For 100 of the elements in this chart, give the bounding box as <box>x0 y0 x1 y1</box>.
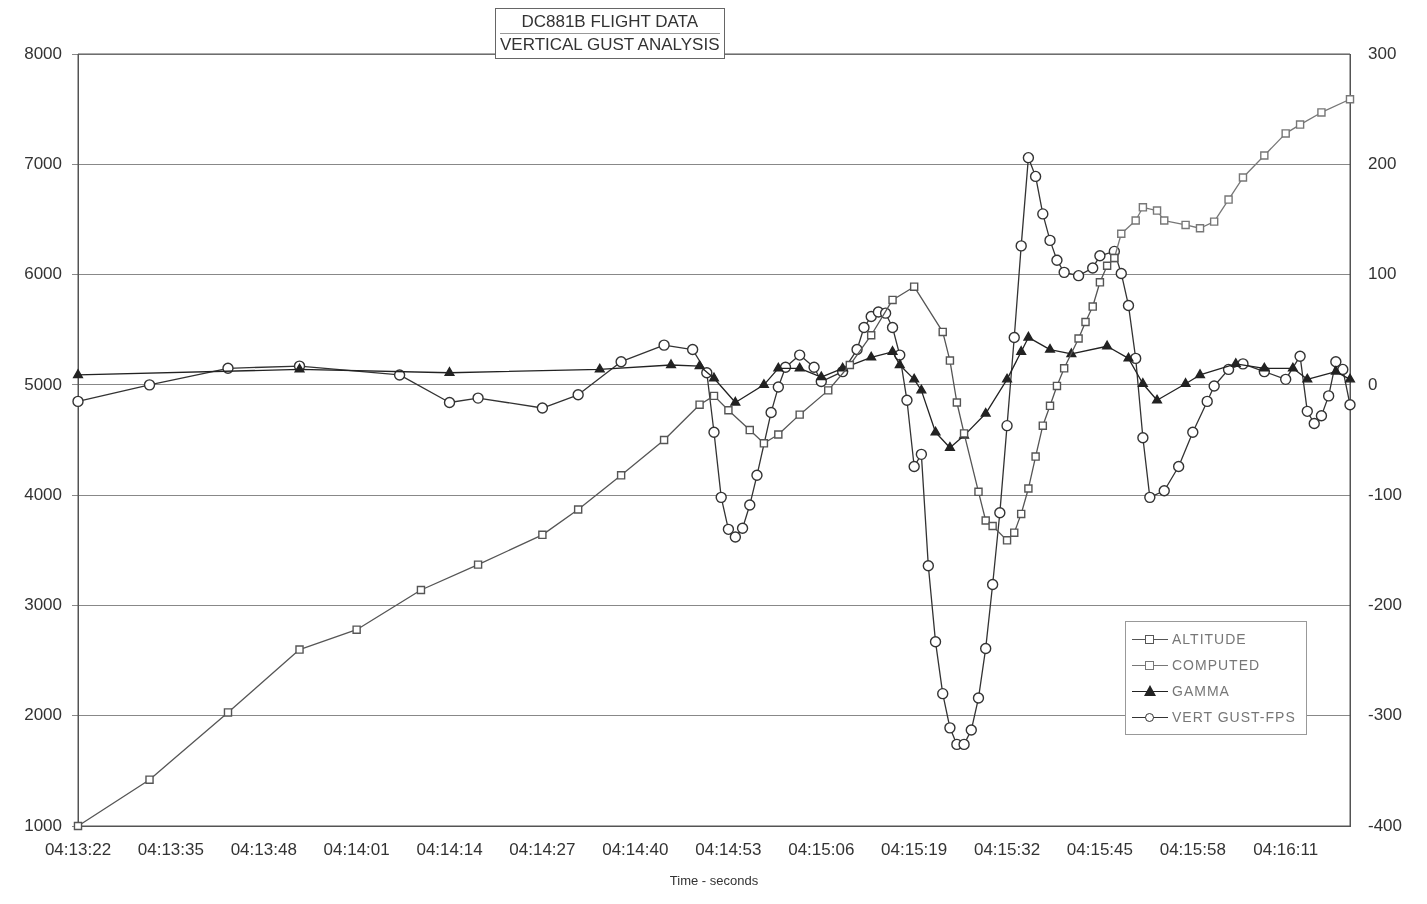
legend-label: GAMMA <box>1172 683 1230 699</box>
point <box>1209 217 1219 226</box>
point <box>1317 108 1326 117</box>
point <box>1059 364 1069 373</box>
point <box>666 359 677 369</box>
point <box>938 327 947 337</box>
point <box>1238 173 1248 182</box>
point <box>887 346 898 355</box>
x-axis-title: Time - seconds <box>669 872 759 888</box>
point <box>416 585 426 595</box>
legend-label: ALTITUDE <box>1172 631 1247 647</box>
point <box>295 645 304 654</box>
point <box>1045 401 1055 411</box>
point <box>616 471 626 480</box>
point <box>695 400 704 409</box>
x-tick-label: 04:13:48 <box>230 839 297 859</box>
point <box>694 360 705 370</box>
point <box>1152 206 1162 215</box>
point <box>1002 373 1013 383</box>
point <box>730 396 741 406</box>
point <box>1344 373 1356 383</box>
point <box>1088 302 1097 311</box>
y-tick-label: 5000 <box>24 374 62 394</box>
y-tick-label: 2000 <box>24 705 62 725</box>
point <box>573 505 583 514</box>
point <box>1024 484 1033 493</box>
point <box>1016 509 1026 519</box>
x-tick-label: 04:15:58 <box>1159 839 1226 859</box>
y2-tick-label: 300 <box>1368 43 1397 63</box>
point <box>1102 261 1112 270</box>
x-tick-label: 04:15:19 <box>881 839 948 859</box>
point <box>916 384 927 394</box>
point <box>981 516 990 525</box>
x-tick-label: 04:15:45 <box>1066 839 1134 859</box>
point <box>1224 195 1233 204</box>
point <box>1230 358 1241 368</box>
x-tick-label: 04:13:35 <box>137 839 204 859</box>
point <box>988 521 997 531</box>
point <box>1016 346 1027 355</box>
x-tick-label: 04:14:01 <box>323 839 390 859</box>
point <box>1194 369 1206 379</box>
point <box>73 821 83 831</box>
point <box>1052 381 1062 391</box>
y-tick-label: 1000 <box>24 815 62 835</box>
point <box>759 439 769 448</box>
point <box>837 362 848 372</box>
point <box>1330 365 1341 375</box>
point <box>930 426 941 436</box>
legend-label: VERT GUST-FPS <box>1172 709 1296 725</box>
point <box>909 373 920 383</box>
point <box>1152 394 1163 404</box>
y-tick-label: 4000 <box>24 484 62 504</box>
y2-tick-label: -300 <box>1368 705 1403 725</box>
point <box>1259 362 1270 372</box>
point <box>1074 334 1083 343</box>
point <box>945 356 955 365</box>
x-tick-label: 04:14:40 <box>602 839 669 859</box>
point <box>444 367 455 376</box>
y2-tick-label: -100 <box>1368 484 1403 504</box>
point <box>1010 528 1019 537</box>
point <box>223 708 233 717</box>
point <box>1295 120 1305 129</box>
point <box>473 560 483 569</box>
point <box>1117 229 1126 238</box>
x-tick-label: 04:15:32 <box>973 839 1041 859</box>
point <box>866 330 876 340</box>
point <box>980 407 991 417</box>
x-tick-label: 04:15:06 <box>788 839 855 859</box>
point <box>145 775 154 784</box>
point <box>594 363 605 373</box>
x-tick-label: 04:14:53 <box>695 839 762 859</box>
y2-tick-label: 200 <box>1368 153 1397 173</box>
x-tick-label: 04:13:22 <box>44 839 112 859</box>
point <box>1023 331 1034 341</box>
point <box>1102 340 1113 350</box>
point <box>1095 278 1105 287</box>
point <box>709 391 719 401</box>
point <box>824 386 833 395</box>
point <box>1180 378 1191 387</box>
point <box>1131 216 1140 225</box>
chart-title: DC881B FLIGHT DATA <box>520 11 700 33</box>
point <box>1044 343 1056 353</box>
point <box>1281 129 1290 138</box>
chart-subtitle: VERTICAL GUST ANALYSIS <box>500 33 720 56</box>
point <box>866 351 877 361</box>
point <box>1195 224 1205 233</box>
point <box>758 379 769 389</box>
x-tick-label: 04:14:14 <box>416 839 483 859</box>
point <box>816 371 827 381</box>
point <box>794 362 805 372</box>
point <box>909 282 919 291</box>
y-tick-label: 3000 <box>24 595 62 615</box>
point <box>72 369 84 379</box>
y-tick-label: 8000 <box>24 43 62 63</box>
point <box>1137 378 1148 387</box>
point <box>1038 421 1048 430</box>
y2-tick-label: -400 <box>1368 815 1403 835</box>
point <box>1002 536 1012 545</box>
point <box>1302 373 1313 383</box>
point <box>1031 452 1040 461</box>
